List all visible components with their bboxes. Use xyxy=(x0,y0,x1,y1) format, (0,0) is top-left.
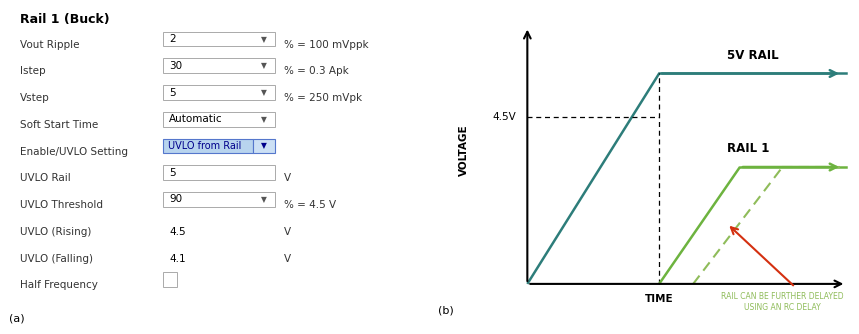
Text: Half Frequency: Half Frequency xyxy=(20,280,97,290)
FancyBboxPatch shape xyxy=(162,32,276,46)
Text: 5: 5 xyxy=(169,168,176,178)
Text: 30: 30 xyxy=(169,61,182,71)
Text: % = 100 mVppk: % = 100 mVppk xyxy=(284,40,369,50)
FancyBboxPatch shape xyxy=(162,165,276,180)
Text: ▼: ▼ xyxy=(261,88,267,97)
Text: V: V xyxy=(284,254,291,264)
Text: UVLO from Rail: UVLO from Rail xyxy=(168,141,241,151)
Text: Istep: Istep xyxy=(20,66,46,76)
Text: V: V xyxy=(284,173,291,183)
Text: % = 0.3 Apk: % = 0.3 Apk xyxy=(284,66,349,76)
Text: ▼: ▼ xyxy=(261,142,267,150)
Text: Vout Ripple: Vout Ripple xyxy=(20,40,79,50)
Text: Rail 1 (Buck): Rail 1 (Buck) xyxy=(20,13,109,26)
Text: RAIL CAN BE FURTHER DELAYED
USING AN RC DELAY: RAIL CAN BE FURTHER DELAYED USING AN RC … xyxy=(722,292,844,312)
Text: 4.1: 4.1 xyxy=(169,254,186,264)
FancyBboxPatch shape xyxy=(162,139,253,153)
Text: ▼: ▼ xyxy=(261,61,267,70)
Text: (b): (b) xyxy=(438,306,454,316)
Text: UVLO Threshold: UVLO Threshold xyxy=(20,200,102,210)
Text: UVLO (Rising): UVLO (Rising) xyxy=(20,227,91,237)
Text: Vstep: Vstep xyxy=(20,93,49,103)
Text: TIME: TIME xyxy=(645,294,673,304)
Text: 2: 2 xyxy=(169,34,176,44)
FancyBboxPatch shape xyxy=(162,272,177,287)
Text: Enable/UVLO Setting: Enable/UVLO Setting xyxy=(20,147,127,157)
FancyBboxPatch shape xyxy=(253,139,276,153)
Text: Soft Start Time: Soft Start Time xyxy=(20,120,98,130)
FancyBboxPatch shape xyxy=(162,112,276,127)
Text: RAIL 1: RAIL 1 xyxy=(728,142,770,155)
Text: VOLTAGE: VOLTAGE xyxy=(459,125,468,176)
Text: 90: 90 xyxy=(169,194,182,204)
Text: V: V xyxy=(284,227,291,237)
Text: ▼: ▼ xyxy=(261,115,267,124)
Text: ▼: ▼ xyxy=(261,35,267,43)
Text: 4.5: 4.5 xyxy=(169,227,186,237)
Text: 5V RAIL: 5V RAIL xyxy=(727,49,778,61)
Text: UVLO Rail: UVLO Rail xyxy=(20,173,70,183)
Text: (a): (a) xyxy=(9,314,24,324)
FancyBboxPatch shape xyxy=(162,85,276,100)
Text: UVLO (Falling): UVLO (Falling) xyxy=(20,254,93,264)
Text: 4.5V: 4.5V xyxy=(492,112,515,122)
FancyBboxPatch shape xyxy=(162,58,276,73)
Text: % = 4.5 V: % = 4.5 V xyxy=(284,200,336,210)
Text: 5: 5 xyxy=(169,88,176,98)
FancyBboxPatch shape xyxy=(162,192,276,207)
Text: Automatic: Automatic xyxy=(169,114,222,124)
Text: % = 250 mVpk: % = 250 mVpk xyxy=(284,93,362,103)
Text: ▼: ▼ xyxy=(261,195,267,204)
